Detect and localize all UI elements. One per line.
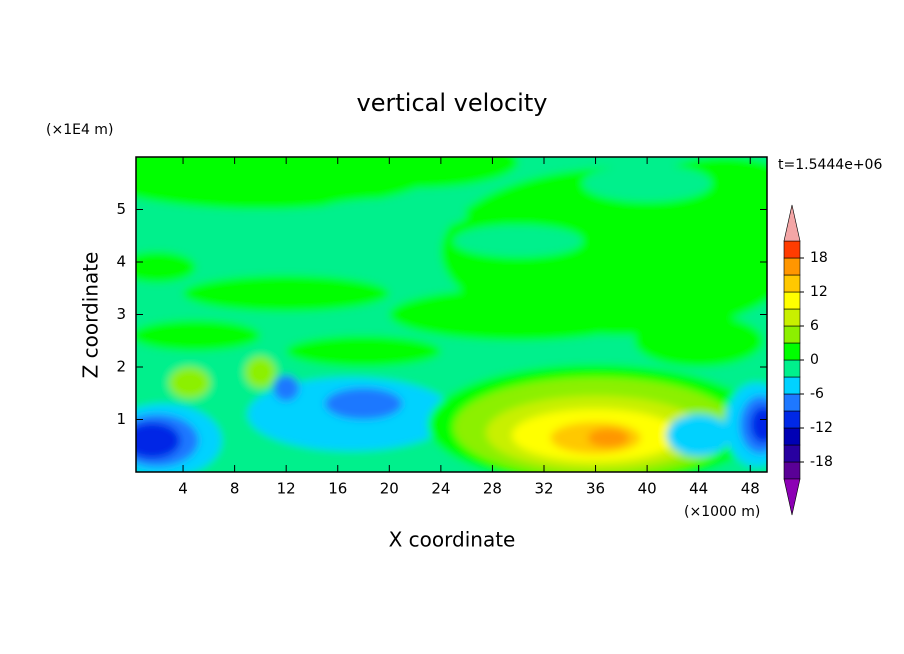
colorbar-box	[783, 444, 801, 463]
colorbar-tick-label: -12	[810, 420, 833, 436]
x-tick-label: 16	[328, 480, 347, 498]
colorbar-box	[783, 427, 801, 446]
x-tick-label: 4	[178, 480, 188, 498]
axes: 4 8 12 16 20 24 28 32 36 40 44 4812345-18-12-606121…	[116, 156, 833, 516]
contour-region	[634, 314, 764, 367]
x-tick-label: 40	[638, 480, 657, 498]
contour-region	[666, 414, 731, 457]
colorbar-box	[783, 342, 801, 361]
contour-region	[136, 251, 196, 283]
colorbar-box	[783, 376, 801, 395]
colorbar-box	[783, 274, 801, 293]
colorbar-box	[783, 240, 801, 259]
colorbar-box	[783, 325, 801, 344]
contour-region	[136, 422, 181, 459]
x-tick-label: 28	[483, 480, 502, 498]
y-tick-label: 1	[116, 410, 126, 428]
y-unit: (×1E4 m)	[46, 122, 113, 138]
contour-region	[273, 374, 300, 402]
contour-region	[582, 164, 712, 202]
colorbar-box	[783, 393, 801, 412]
x-tick-label: 44	[689, 480, 708, 498]
y-axis-label: Z coordinate	[79, 252, 103, 379]
x-tick-label: 32	[534, 480, 553, 498]
x-tick-label: 12	[277, 480, 296, 498]
contour-region	[136, 319, 261, 352]
colorbar-box	[783, 359, 801, 378]
chart-title: vertical velocity	[357, 89, 548, 117]
y-tick-label: 2	[116, 358, 126, 376]
x-tick-label: 20	[380, 480, 399, 498]
colorbar-box	[783, 410, 801, 429]
x-tick-label: 8	[230, 480, 240, 498]
x-tick-label: 36	[586, 480, 605, 498]
colorbar-tick-label: 6	[810, 318, 819, 334]
contour-field	[136, 157, 767, 472]
colorbar-tick-label: -6	[810, 386, 824, 402]
colorbar-tick-label: 0	[810, 352, 819, 368]
colorbar-extend-bottom	[783, 478, 801, 516]
contour-region	[183, 275, 390, 312]
x-tick-label: 48	[741, 480, 760, 498]
y-tick-label: 4	[116, 253, 126, 271]
x-axis-label: X coordinate	[389, 528, 516, 552]
colorbar-tick-label: 18	[810, 250, 828, 266]
colorbar-extend-top	[783, 204, 801, 242]
contour-region	[587, 428, 630, 448]
contour-region	[389, 288, 648, 341]
colorbar-tick-label: 12	[810, 284, 828, 300]
contour-region	[453, 225, 583, 257]
contour-region	[311, 157, 519, 189]
x-tick-label: 24	[431, 480, 450, 498]
y-tick-label: 3	[116, 305, 126, 323]
colorbar-box	[783, 461, 801, 480]
annotation: t=1.5444e+06	[778, 157, 882, 173]
contour-region	[311, 199, 467, 231]
colorbar-box	[783, 291, 801, 310]
x-unit: (×1000 m)	[684, 504, 760, 520]
contour-region	[208, 243, 312, 270]
contour-region	[750, 406, 767, 444]
contour-region	[244, 356, 276, 388]
contour-region	[286, 335, 441, 367]
colorbar-box	[783, 308, 801, 327]
colorbar-tick-label: -18	[810, 454, 833, 470]
colorbar-box	[783, 257, 801, 276]
contour-region	[168, 367, 211, 399]
y-tick-label: 5	[116, 200, 126, 218]
contour-region	[324, 388, 403, 420]
